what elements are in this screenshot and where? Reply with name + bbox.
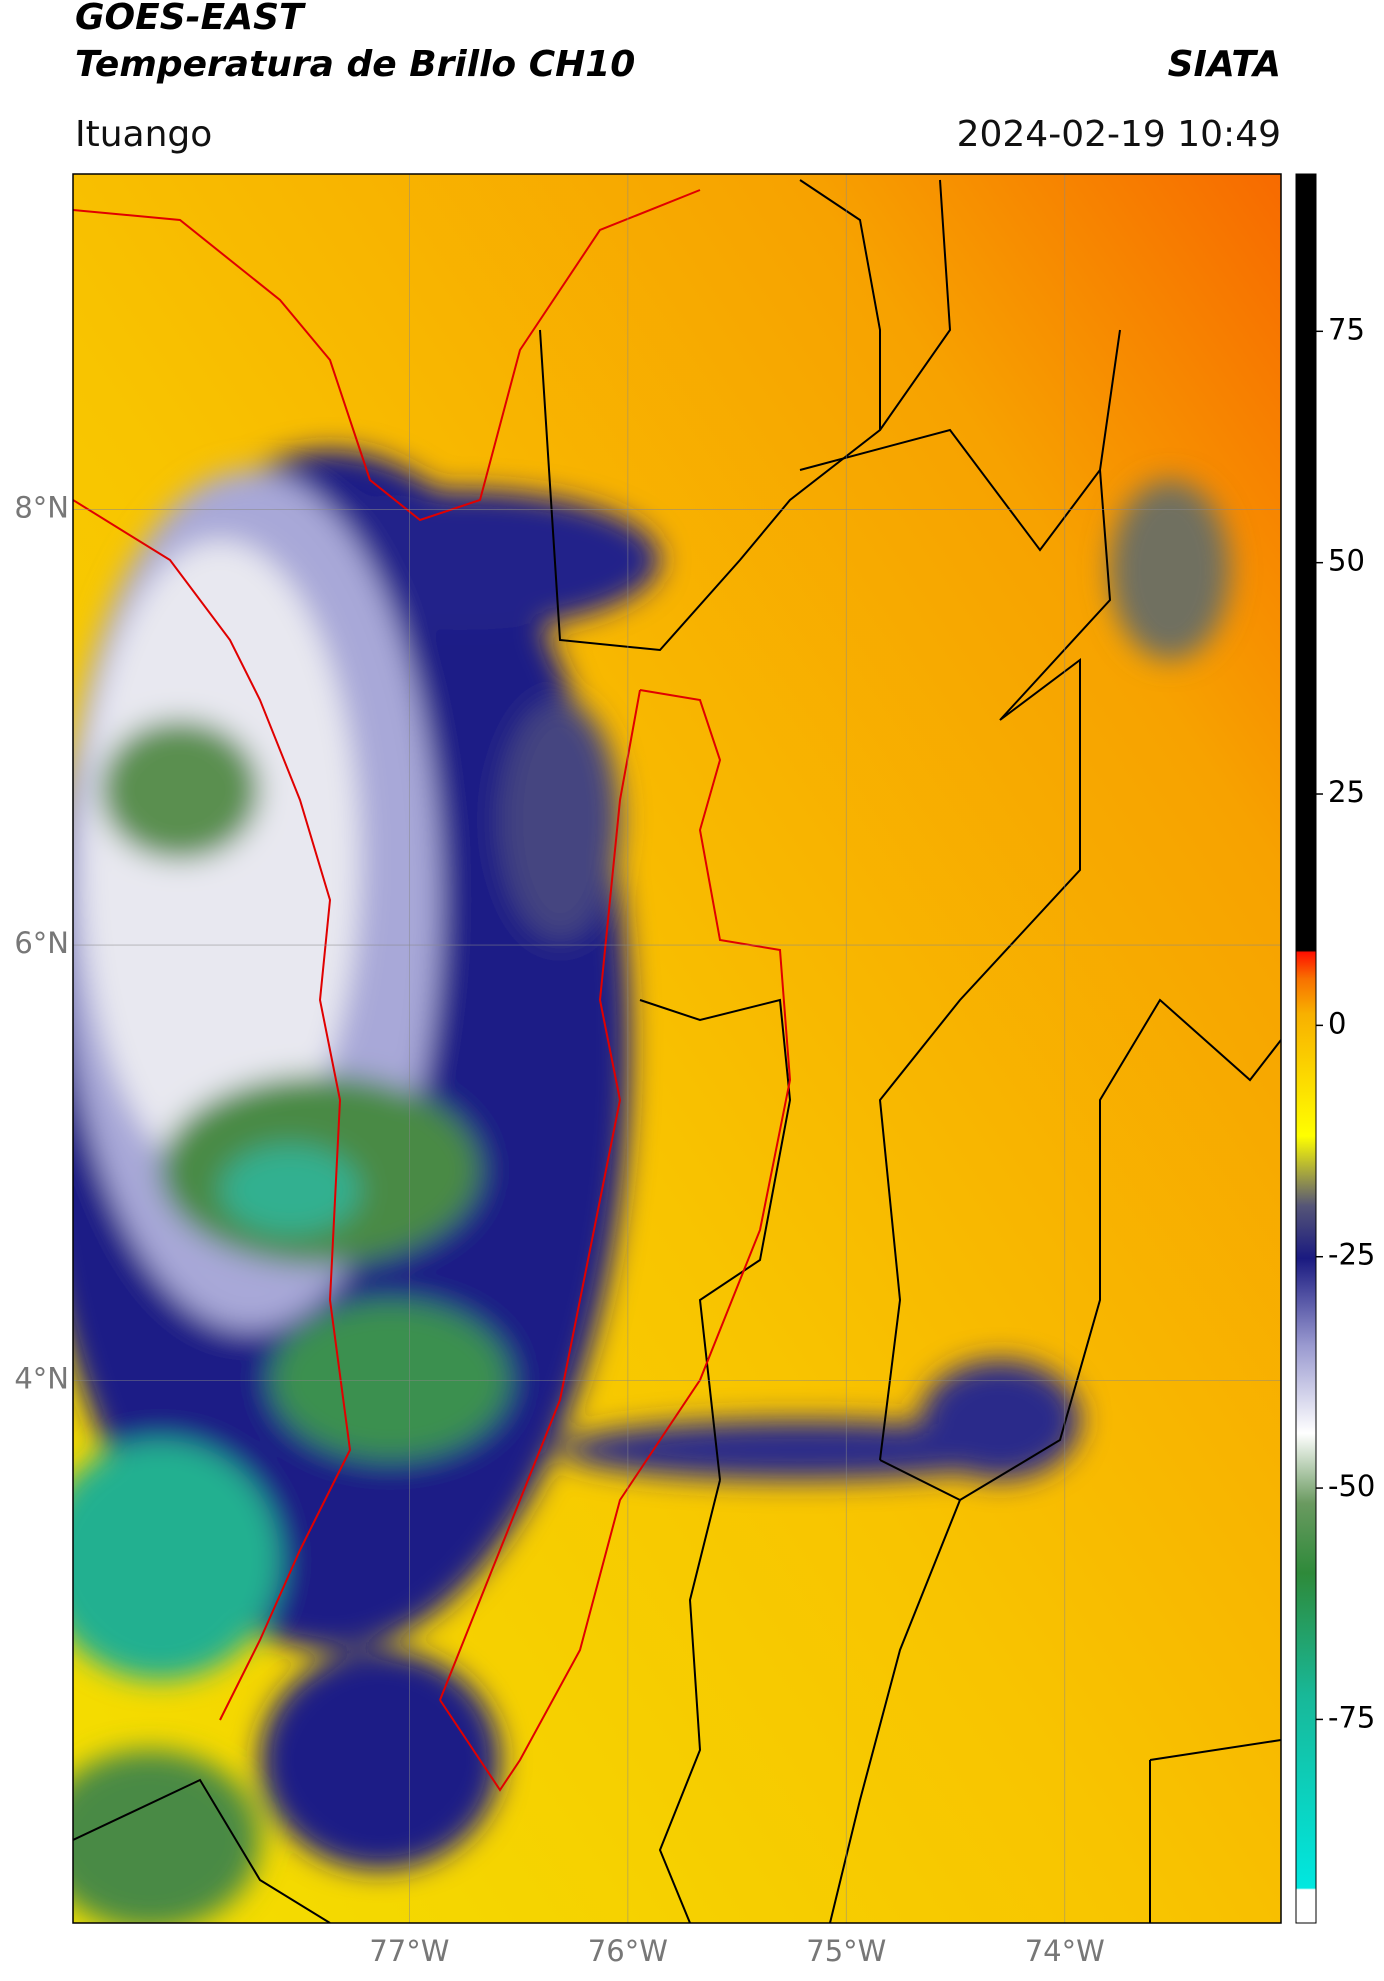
x-tick-label: 75°W [806, 1934, 886, 1968]
y-tick-label: 8°N [14, 490, 69, 524]
x-tick-label: 74°W [1025, 1934, 1105, 1968]
y-tick-label: 6°N [14, 926, 69, 960]
colorbar-tick-label: -75 [1328, 1700, 1375, 1734]
colorbar-tick-label: 50 [1328, 544, 1365, 578]
x-tick-label: 77°W [369, 1934, 449, 1968]
subtitle: Temperatura de Brillo CH10 [75, 44, 635, 85]
colorbar-tick-label: 75 [1328, 312, 1365, 346]
colorbar-tick-label: -25 [1328, 1238, 1375, 1272]
y-tick-label: 4°N [14, 1362, 69, 1396]
colorbar-tick-label: 25 [1328, 775, 1365, 809]
map-frame [72, 173, 1282, 1924]
timestamp: 2024-02-19 10:49 [957, 114, 1281, 155]
location: Ituango [75, 114, 212, 155]
axes [73, 174, 1281, 1923]
colorbar [1295, 173, 1317, 1924]
x-tick-label: 76°W [588, 1934, 668, 1968]
colorbar-tick-label: 0 [1328, 1006, 1346, 1040]
brand: SIATA [1168, 44, 1281, 85]
colorbar-tick-label: -50 [1328, 1469, 1375, 1503]
satellite-image [73, 174, 1281, 1923]
title: GOES-EAST [75, 0, 306, 38]
